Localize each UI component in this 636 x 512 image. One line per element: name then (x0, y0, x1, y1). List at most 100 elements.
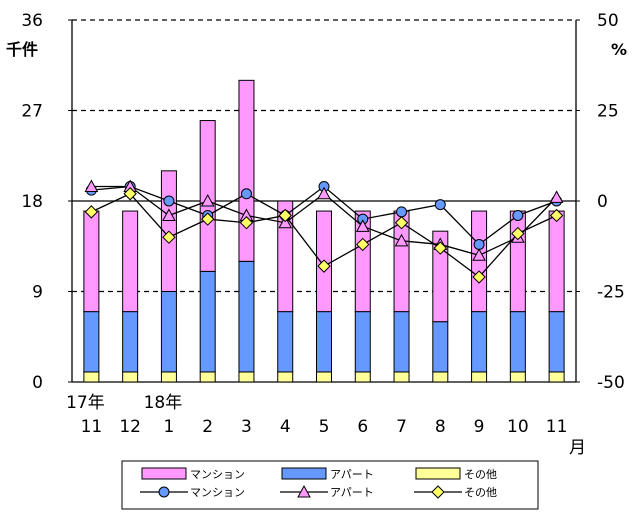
point-marker (162, 230, 176, 244)
bar-series (83, 79, 565, 383)
legend-bar-swatch (281, 467, 327, 480)
legend-bar-label: アパート (330, 468, 374, 481)
point-marker (240, 188, 252, 200)
bar-segment (509, 311, 526, 373)
right-tick-label: -50 (597, 373, 625, 393)
legend-line-label: マンション (190, 486, 245, 499)
month-label: 11 (546, 417, 568, 437)
month-label: 12 (119, 417, 141, 437)
bar-segment (83, 210, 100, 313)
point-marker (434, 199, 446, 211)
point-marker (163, 195, 175, 207)
left-tick-label: 18 (21, 192, 43, 212)
legend-marker (297, 484, 311, 498)
left-tick-label: 27 (21, 102, 43, 122)
month-label: 8 (435, 417, 446, 437)
month-label: 7 (396, 417, 407, 437)
right-tick-label: -25 (597, 283, 625, 303)
bar-segment (509, 210, 526, 313)
point-marker (549, 208, 564, 223)
month-label: 4 (280, 417, 291, 437)
bar-segment (354, 210, 371, 313)
legend-bar-label: その他 (464, 468, 497, 481)
bar-segment (277, 311, 294, 373)
legend-marker (158, 486, 170, 498)
bar-segment (199, 371, 216, 383)
line-series (84, 179, 564, 284)
point-marker (394, 233, 409, 247)
x-axis-suffix: 月 (569, 438, 586, 458)
month-label: 3 (241, 417, 252, 437)
bar-segment (548, 210, 565, 313)
axis-ticks: 0 9 18 27 36 -50 -25 0 25 50 (21, 11, 624, 393)
bar-segment (199, 270, 216, 373)
bar-segment (432, 371, 449, 383)
bar-segment (316, 311, 332, 373)
bar-segment (393, 311, 410, 373)
bar-segment (316, 371, 332, 383)
point-marker (162, 208, 176, 221)
bar-segment (238, 371, 255, 383)
bar-segment (122, 311, 139, 373)
bar-segment (393, 371, 410, 383)
month-label: 1 (164, 417, 175, 437)
point-marker (473, 238, 485, 250)
bar-segment (160, 291, 177, 373)
month-label: 10 (507, 417, 529, 437)
month-label: 5 (319, 417, 330, 437)
point-marker (472, 248, 486, 261)
point-marker (278, 208, 292, 223)
legend-bar-swatch (141, 467, 187, 480)
point-marker (84, 179, 99, 193)
bar-segment (471, 210, 488, 313)
year-label: 18年 (144, 393, 183, 413)
point-marker (317, 259, 331, 273)
point-marker (317, 186, 331, 200)
legend-line-label: アパート (330, 486, 374, 499)
legend-bar-label: マンション (190, 468, 245, 481)
bar-segment (238, 260, 255, 373)
bar-segment (122, 371, 139, 383)
bar-segment (471, 371, 488, 383)
point-marker (123, 187, 137, 201)
bar-segment (548, 371, 565, 383)
bar-segment (122, 210, 139, 313)
right-tick-label: 0 (597, 192, 608, 212)
left-axis-unit: 千件 (6, 40, 38, 59)
bar-segment (83, 371, 100, 383)
point-marker (472, 270, 486, 284)
month-label: 11 (81, 417, 103, 437)
point-marker (200, 193, 215, 207)
bar-segment (471, 311, 488, 373)
point-marker (549, 190, 564, 203)
legend-box (121, 460, 539, 510)
point-marker (278, 215, 293, 229)
point-marker (356, 237, 370, 252)
bar-segment (432, 230, 449, 323)
right-tick-label: 50 (597, 11, 619, 31)
left-tick-label: 0 (32, 373, 43, 393)
point-marker (355, 219, 370, 232)
left-tick-label: 9 (32, 283, 43, 303)
month-label: 9 (474, 417, 485, 437)
legend-marker (431, 485, 445, 499)
point-marker (511, 226, 525, 241)
point-marker (84, 205, 99, 219)
point-marker (394, 216, 409, 230)
point-marker (433, 241, 448, 255)
right-tick-label: 25 (597, 102, 619, 122)
bar-segment (277, 371, 294, 383)
month-label: 6 (357, 417, 368, 437)
bar-segment (354, 371, 371, 383)
bar-segment (83, 311, 100, 373)
month-label: 2 (202, 417, 213, 437)
point-marker (239, 216, 254, 230)
bar-segment (548, 311, 565, 373)
left-tick-label: 36 (21, 11, 43, 31)
bar-segment (432, 321, 449, 373)
point-marker (396, 206, 408, 218)
right-axis-unit: % (611, 40, 627, 59)
